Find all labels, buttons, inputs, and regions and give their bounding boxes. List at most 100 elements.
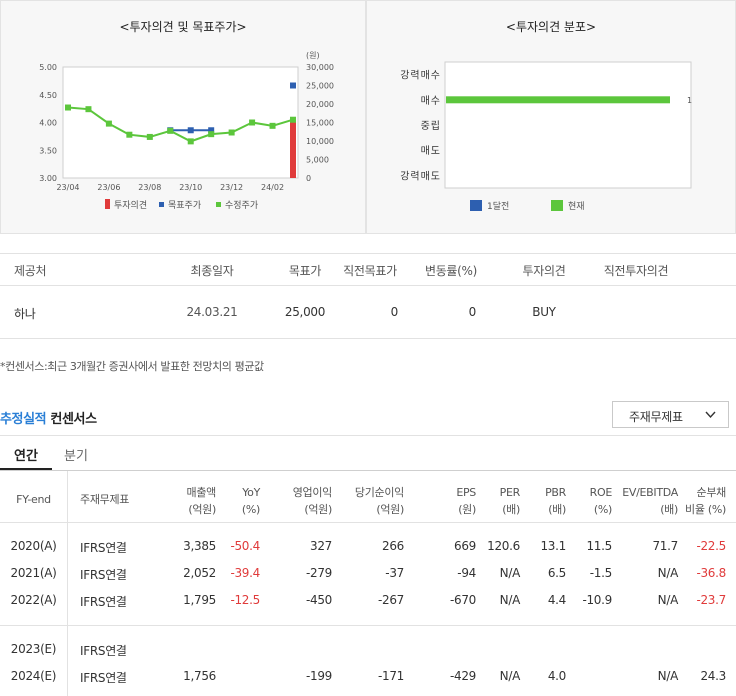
divider <box>0 435 736 436</box>
tab-annual[interactable]: 연간 <box>0 436 52 470</box>
header-per: PER (배) <box>480 484 521 518</box>
adjusted-price-line <box>67 106 294 143</box>
plot-area <box>444 61 692 189</box>
consensus-note: *컨센서스:최근 3개월간 증권사에서 발표한 전망치의 평균값 <box>0 360 264 373</box>
x-tick-label: 23/10 <box>179 183 202 192</box>
plot-area <box>62 66 299 179</box>
header-label: EV/EBITDA <box>622 486 678 499</box>
chevron-down-icon <box>705 411 716 419</box>
category-label: 강력매도 <box>400 170 441 182</box>
cell-eps: -429 <box>449 669 476 683</box>
statement-dropdown[interactable]: 주재무제표 <box>612 401 729 428</box>
y-left-tick-label: 3.50 <box>39 146 57 155</box>
cell-change-rate: 0 <box>468 305 477 319</box>
cell-fy-end: 2020(A) <box>10 539 57 553</box>
header-target-price: 목표가 <box>288 264 322 278</box>
legend-label: 수정주가 <box>225 200 258 211</box>
target-price-point <box>290 82 296 89</box>
cell-fy-end: 2024(E) <box>10 669 57 683</box>
cell-operating-profit: -199 <box>305 669 332 683</box>
y-left-tick-label: 4.00 <box>39 119 57 128</box>
divider <box>0 522 736 523</box>
adjusted-price-point <box>167 127 174 134</box>
opinion-target-chart: 5.00 4.50 4.00 3.50 3.00 30,000 25,000 20,000 15… <box>39 51 334 211</box>
cell-yoy: -39.4 <box>230 566 260 580</box>
adjusted-price-point <box>290 116 296 123</box>
legend-label: 목표주가 <box>168 200 201 211</box>
cell-fy-end: 2023(E) <box>10 642 57 656</box>
y-right-tick-label: 0 <box>306 174 311 183</box>
dropdown-value: 주재무제표 <box>629 410 683 424</box>
header-unit: (배) <box>660 503 678 516</box>
cell-last-date: 24.03.21 <box>186 305 238 319</box>
header-prev-opinion: 직전투자의견 <box>603 264 669 278</box>
cell-net-income: -37 <box>385 566 404 580</box>
header-statement: 주재무제표 <box>80 491 160 508</box>
cell-net-debt-ratio: -22.5 <box>696 539 726 553</box>
y-right-unit-label: (원) <box>306 51 320 60</box>
cell-yoy: -50.4 <box>230 539 260 553</box>
divider <box>0 285 736 286</box>
y-right-tick-label: 5,000 <box>306 156 329 165</box>
cell-statement: IFRS연결 <box>80 595 127 609</box>
cell-target-price: 25,000 <box>284 305 326 319</box>
cell-pbr: 4.4 <box>547 593 566 607</box>
header-unit: (억원) <box>376 503 404 516</box>
header-roe: ROE (%) <box>570 484 613 518</box>
cell-pbr: 6.5 <box>547 566 566 580</box>
cell-per: N/A <box>499 669 521 683</box>
header-eps: EPS (원) <box>430 484 476 518</box>
header-provider: 제공처 <box>14 264 47 278</box>
section-title-rest: 컨센서스 <box>50 412 97 427</box>
header-label: 순부채 <box>696 486 727 499</box>
adjusted-price-point <box>208 131 215 138</box>
bar-value-label: 1 <box>687 96 692 105</box>
category-label: 매수 <box>421 95 441 107</box>
header-yoy: YoY (%) <box>218 484 260 518</box>
cell-sales: 1,795 <box>183 593 216 607</box>
cell-roe: 11.5 <box>586 539 612 553</box>
header-sales: 매출액 (억원) <box>160 484 217 518</box>
divider <box>0 625 736 626</box>
header-net-debt-ratio: 순부채 비율 (%) <box>682 484 726 518</box>
adjusted-price-point <box>105 120 112 127</box>
target-price-point <box>208 127 215 134</box>
panel-title: <투자의견 및 목표주가> <box>119 20 247 34</box>
cell-yoy: -12.5 <box>230 593 260 607</box>
y-left-tick-label: 4.50 <box>39 91 57 100</box>
cell-opinion: BUY <box>532 305 556 319</box>
x-tick-label: 24/02 <box>261 183 284 192</box>
cell-net-income: -267 <box>377 593 404 607</box>
cell-pbr: 4.0 <box>547 669 566 683</box>
cell-fy-end: 2022(A) <box>10 593 57 607</box>
divider <box>0 470 736 471</box>
cell-statement: IFRS연결 <box>80 644 127 658</box>
panel-title: <투자의견 분포> <box>505 20 597 34</box>
header-change-rate: 변동률(%) <box>424 264 478 278</box>
header-unit: (원) <box>458 503 476 516</box>
category-label: 매도 <box>421 145 441 157</box>
header-unit: (억원) <box>188 503 216 516</box>
header-label: PER <box>499 486 521 499</box>
cell-operating-profit: -279 <box>305 566 332 580</box>
tab-quarterly[interactable]: 분기 <box>64 449 88 464</box>
opinion-bar <box>290 122 296 178</box>
header-opinion: 투자의견 <box>522 264 566 278</box>
adjusted-price-point <box>85 106 92 113</box>
header-label: PBR <box>545 486 566 499</box>
header-pbr: PBR (배) <box>524 484 566 518</box>
cell-per: 120.6 <box>487 539 520 553</box>
header-ev-ebitda: EV/EBITDA (배) <box>616 484 678 518</box>
x-tick-label: 23/04 <box>56 183 79 192</box>
x-tick-label: 23/08 <box>138 183 161 192</box>
header-label: 영업이익 <box>292 486 333 499</box>
cell-operating-profit: 327 <box>309 539 332 553</box>
cell-ev-ebitda: N/A <box>657 593 679 607</box>
legend-swatch <box>159 202 164 207</box>
opinion-target-price-panel: <투자의견 및 목표주가> 5.00 4.50 4.00 3.50 3.00 30,000… <box>0 0 366 234</box>
cell-net-debt-ratio: -36.8 <box>696 566 726 580</box>
header-fy-end: FY-end <box>0 491 67 508</box>
cell-eps: -670 <box>449 593 476 607</box>
header-operating-profit: 영업이익 (억원) <box>268 484 333 518</box>
section-title: 추정실적 컨센서스 <box>0 408 97 427</box>
